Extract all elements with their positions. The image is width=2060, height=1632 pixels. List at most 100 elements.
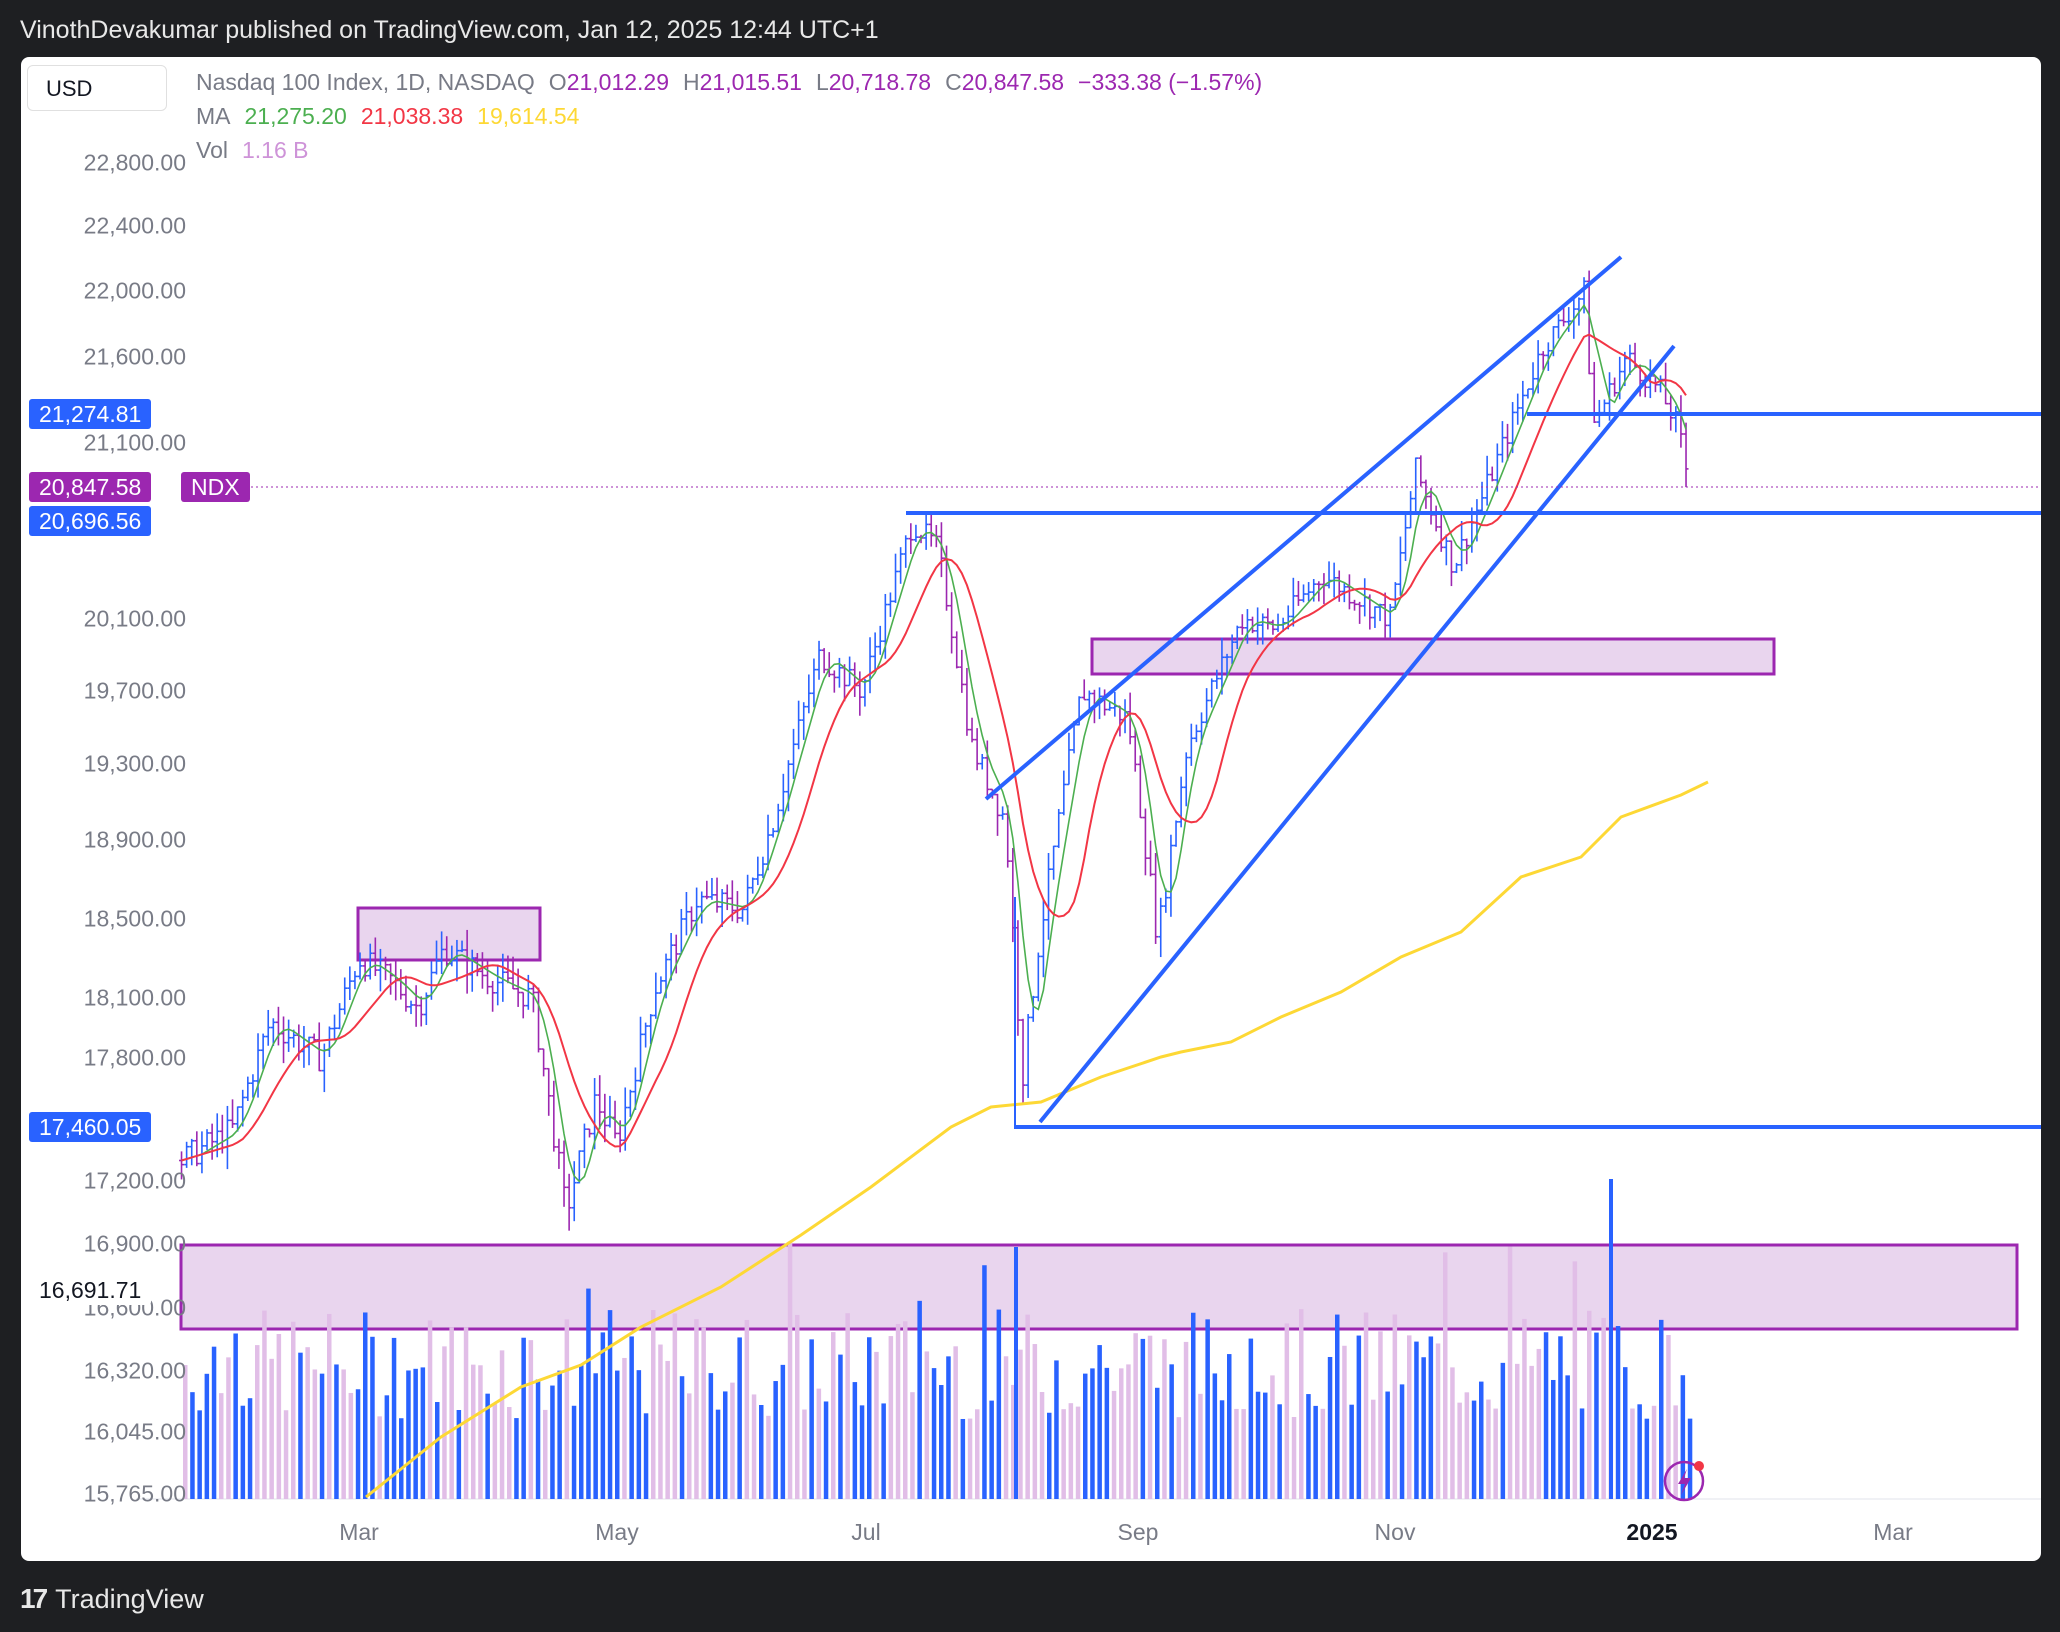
- volume-bar: [564, 1319, 570, 1499]
- volume-bar: [1687, 1418, 1693, 1499]
- volume-bar: [651, 1310, 656, 1499]
- volume-bar: [1248, 1338, 1254, 1499]
- bolt-icon: [1663, 1460, 1705, 1502]
- y-tick-label: 22,000.00: [83, 277, 186, 304]
- volume-bar: [737, 1337, 742, 1499]
- volume-bar: [1263, 1392, 1268, 1499]
- volume-bar: [1543, 1332, 1549, 1499]
- legend-high: 21,015.51: [699, 69, 802, 95]
- y-tick-label: 22,400.00: [83, 212, 186, 239]
- volume-bar: [1342, 1345, 1347, 1499]
- volume-bar: [1018, 1349, 1023, 1499]
- volume-bar: [823, 1401, 829, 1499]
- volume-bar: [859, 1405, 865, 1499]
- volume-bar: [1025, 1314, 1030, 1499]
- volume-bar: [795, 1314, 800, 1499]
- volume-bar: [1428, 1336, 1434, 1499]
- currency-selector[interactable]: USD: [27, 65, 167, 111]
- volume-bar: [197, 1410, 202, 1499]
- legend-close: 20,847.58: [961, 69, 1065, 95]
- volume-bar: [845, 1313, 850, 1499]
- volume-bar: [240, 1405, 246, 1499]
- legend-l-label: L: [815, 69, 829, 95]
- volume-bar: [492, 1403, 498, 1499]
- volume-bar: [759, 1405, 764, 1499]
- volume-bar: [960, 1418, 966, 1499]
- x-tick-label: Mar: [1873, 1519, 1913, 1545]
- volume-bar: [1241, 1409, 1246, 1499]
- volume-bar: [1234, 1408, 1239, 1499]
- volume-bar: [1651, 1405, 1657, 1499]
- legend-open: 21,012.29: [566, 69, 670, 95]
- volume-bar: [1579, 1408, 1585, 1499]
- y-tick-label: 17,800.00: [83, 1044, 186, 1071]
- volume-bar: [1443, 1252, 1448, 1499]
- volume-bar: [183, 1365, 188, 1499]
- volume-bar: [615, 1370, 620, 1499]
- legend-vol-label: Vol: [196, 137, 228, 163]
- volume-bar: [687, 1393, 692, 1499]
- volume-bar: [1075, 1406, 1081, 1499]
- volume-bar: [1363, 1312, 1369, 1499]
- y-tick-label: 21,600.00: [83, 343, 186, 370]
- volume-bar: [1061, 1409, 1066, 1499]
- x-tick-label: Sep: [1117, 1519, 1159, 1545]
- volume-bar: [1169, 1364, 1174, 1499]
- volume-bar: [449, 1327, 454, 1499]
- volume-bar: [1407, 1335, 1412, 1499]
- volume-bar: [787, 1241, 793, 1499]
- volume-bar: [247, 1398, 253, 1499]
- volume-bar: [1047, 1412, 1052, 1499]
- volume-bar: [399, 1418, 404, 1499]
- volume-bar: [1327, 1356, 1333, 1499]
- x-tick-label: Nov: [1374, 1519, 1416, 1545]
- volume-bar: [1644, 1418, 1650, 1499]
- volume-bar: [895, 1323, 901, 1499]
- volume-bar: [744, 1319, 750, 1499]
- volume-bar: [910, 1392, 915, 1499]
- volume-bar: [751, 1394, 757, 1499]
- volume-bar: [1479, 1381, 1484, 1499]
- volume-bar: [658, 1344, 663, 1499]
- volume-bar: [996, 1309, 1002, 1499]
- volume-bar: [1198, 1393, 1203, 1499]
- volume-bar: [931, 1368, 937, 1499]
- volume-bar: [1097, 1345, 1102, 1499]
- volume-bar: [226, 1357, 231, 1499]
- volume-bar: [579, 1364, 584, 1499]
- volume-bar: [1039, 1392, 1045, 1499]
- volume-bar: [204, 1373, 210, 1499]
- volume-bar: [291, 1321, 296, 1499]
- volume-bar: [780, 1364, 786, 1499]
- trendline-lower: [1038, 344, 1676, 1124]
- volume-bar: [1205, 1319, 1210, 1499]
- volume-bar: [1140, 1338, 1146, 1499]
- volume-bar: [233, 1333, 238, 1499]
- volume-bar: [1313, 1405, 1318, 1499]
- chart-panel[interactable]: USD Nasdaq 100 Index, 1D, NASDAQ O21,012.…: [21, 57, 2041, 1561]
- volume-bar: [1457, 1402, 1462, 1499]
- price-chart[interactable]: [21, 57, 2041, 1561]
- volume-bar: [600, 1332, 606, 1499]
- y-tick-label: 22,800.00: [83, 149, 186, 176]
- y-tick-label: 19,300.00: [83, 750, 186, 777]
- volume-bar: [557, 1370, 562, 1499]
- symbol-tag: NDX: [181, 472, 250, 502]
- legend-ma-label: MA: [196, 103, 231, 129]
- volume-bar: [643, 1413, 649, 1499]
- y-tick-label: 16,320.00: [83, 1357, 186, 1384]
- volume-bar: [1536, 1348, 1542, 1499]
- volume-bar: [1119, 1368, 1124, 1499]
- ma-mid-line: [181, 333, 1687, 1162]
- x-tick-label: Mar: [339, 1519, 379, 1545]
- volume-bar: [607, 1310, 613, 1499]
- legend-ohlc: Nasdaq 100 Index, 1D, NASDAQ O21,012.29 H2…: [196, 69, 1262, 96]
- volume-bar: [1277, 1404, 1282, 1499]
- volume-bar: [1522, 1318, 1527, 1499]
- volume-bar: [442, 1346, 447, 1499]
- volume-bar: [874, 1351, 879, 1499]
- ma-slow-line: [365, 780, 1709, 1499]
- volume-bar: [1003, 1356, 1009, 1499]
- volume-bar: [1601, 1317, 1606, 1499]
- volume-bar: [427, 1320, 433, 1499]
